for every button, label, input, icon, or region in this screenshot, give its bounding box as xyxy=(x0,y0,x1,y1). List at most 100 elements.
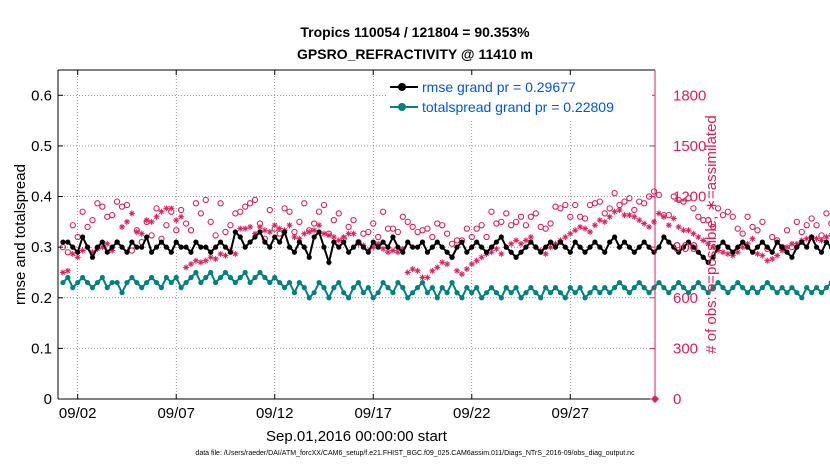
obs-assimilated-point xyxy=(655,210,662,217)
totalspread-point xyxy=(745,290,751,296)
totalspread-point xyxy=(607,290,613,296)
rmse-point xyxy=(543,244,549,250)
obs-possible-point xyxy=(177,206,185,214)
obs-possible-point xyxy=(631,206,638,214)
totalspread-point xyxy=(676,279,682,286)
rmse-point xyxy=(277,239,283,245)
rmse-point xyxy=(424,249,431,255)
obs-assimilated-point xyxy=(173,217,180,224)
rmse-point xyxy=(390,234,396,240)
obs-possible-point xyxy=(296,218,303,225)
asterisk-stroke xyxy=(277,226,283,232)
rmse-point xyxy=(592,239,598,245)
rmse-point xyxy=(385,244,391,250)
rmse-point xyxy=(715,244,721,250)
rmse-point xyxy=(656,244,662,250)
rmse-point xyxy=(754,244,761,250)
rmse-point xyxy=(823,239,830,245)
obs-assimilated-point xyxy=(419,274,426,281)
obs-possible-point xyxy=(335,210,342,217)
totalspread-point xyxy=(547,290,554,296)
rmse-point xyxy=(198,244,204,250)
totalspread-point xyxy=(671,285,677,291)
totalspread-point xyxy=(813,285,820,291)
obs-possible-point xyxy=(94,200,101,207)
asterisk-stroke xyxy=(272,222,278,228)
totalspread-point xyxy=(434,295,440,301)
rmse-point xyxy=(306,254,312,260)
totalspread-point xyxy=(543,285,549,291)
obs-possible-point xyxy=(557,205,564,212)
rmse-point xyxy=(355,239,362,245)
totalspread-point xyxy=(479,295,485,301)
obs-assimilated-point xyxy=(178,213,185,220)
totalspread-point xyxy=(99,274,105,281)
obs-assimilated-point xyxy=(256,223,263,230)
rmse-point xyxy=(523,244,529,250)
rmse-point xyxy=(685,239,692,245)
asterisk-stroke xyxy=(306,229,312,235)
obs-assimilated-point xyxy=(463,266,470,273)
totalspread-point xyxy=(144,279,150,286)
asterisk-stroke xyxy=(695,234,701,240)
asterisk-stroke xyxy=(178,214,184,220)
obs-assimilated-point xyxy=(724,250,731,257)
obs-possible-point xyxy=(754,227,761,234)
obs-possible-point xyxy=(266,206,273,214)
totalspread-point xyxy=(823,285,830,291)
rmse-point xyxy=(262,239,268,245)
x-tick-label: 09/17 xyxy=(354,405,392,422)
asterisk-stroke xyxy=(814,236,820,242)
totalspread-point xyxy=(424,290,431,296)
totalspread-point xyxy=(306,295,312,301)
obs-possible-point xyxy=(532,210,539,217)
asterisk-stroke xyxy=(237,226,243,232)
totalspread-point xyxy=(567,285,573,291)
obs-assimilated-point xyxy=(158,208,165,215)
obs-assimilated-point xyxy=(429,267,436,274)
obs-assimilated-point xyxy=(138,230,145,237)
rmse-point xyxy=(508,249,514,255)
rmse-point xyxy=(114,239,120,245)
totalspread-point xyxy=(626,290,632,296)
obs-assimilated-point xyxy=(385,249,392,256)
x-tick-label: 09/12 xyxy=(256,405,294,422)
totalspread-point xyxy=(346,295,352,301)
asterisk-stroke xyxy=(764,258,770,264)
rmse-point xyxy=(789,254,795,260)
totalspread-point xyxy=(311,290,317,296)
rmse-point xyxy=(459,239,465,245)
totalspread-point xyxy=(725,290,731,296)
asterisk-stroke xyxy=(139,231,145,237)
totalspread-point xyxy=(336,279,342,286)
legend-spread-marker xyxy=(398,103,406,111)
rmse-point xyxy=(178,244,184,250)
totalspread-point xyxy=(759,285,765,291)
rmse-point xyxy=(631,249,637,255)
rmse-point xyxy=(331,239,337,245)
rmse-point xyxy=(94,244,101,250)
rmse-point xyxy=(547,239,554,245)
rmse-point xyxy=(153,244,160,250)
obs-assimilated-point xyxy=(734,249,741,256)
totalspread-point xyxy=(89,285,96,291)
obs-assimilated-point xyxy=(705,240,712,247)
obs-assimilated-point xyxy=(335,237,342,244)
totalspread-point xyxy=(552,285,559,291)
asterisk-stroke xyxy=(656,210,662,216)
totalspread-point xyxy=(80,274,86,281)
rmse-point xyxy=(80,234,86,240)
legend-item-rmse: rmse grand pr = 0.29677 xyxy=(386,77,652,97)
totalspread-series xyxy=(60,269,830,301)
rmse-point xyxy=(227,249,234,255)
totalspread-point xyxy=(257,269,263,276)
asterisk-stroke xyxy=(242,226,248,232)
totalspread-point xyxy=(247,279,253,286)
rmse-point xyxy=(626,244,632,250)
rmse-point xyxy=(705,259,711,265)
totalspread-point xyxy=(65,274,71,281)
asterisk-stroke xyxy=(247,224,253,230)
obs-assimilated-point xyxy=(404,269,411,276)
obs-possible-point xyxy=(719,211,727,219)
asterisk-stroke xyxy=(819,237,824,243)
